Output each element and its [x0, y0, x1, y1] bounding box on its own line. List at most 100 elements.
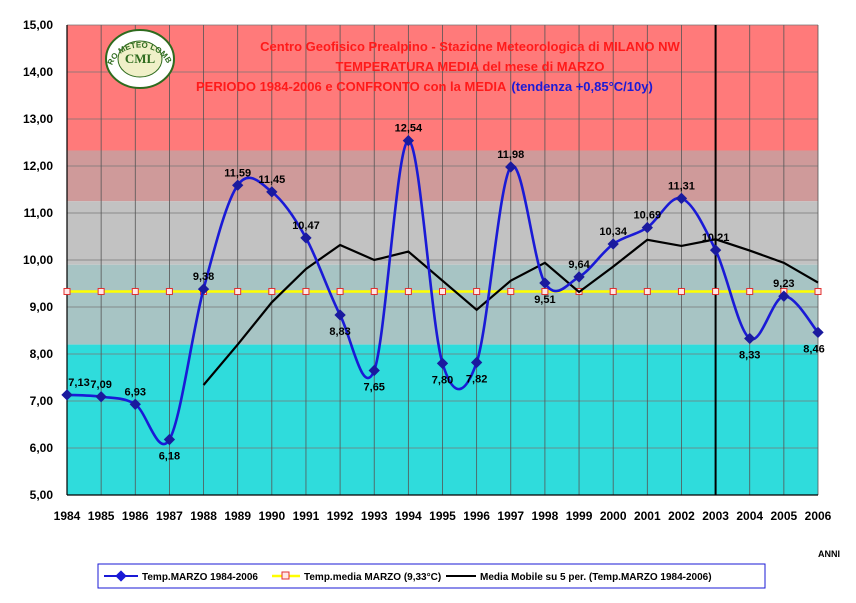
series-temperature: [61, 134, 824, 446]
data-label: 8,83: [329, 326, 350, 338]
temperature-point: [470, 356, 483, 369]
mean-marker: [609, 287, 617, 295]
legend-label-mean: Temp.media MARZO (9,33°C): [304, 572, 441, 583]
y-tick-label: 14,00: [23, 65, 53, 79]
mean-marker: [404, 287, 412, 295]
x-tick-label: 1991: [293, 509, 320, 523]
data-labels: 7,13 7,09 6,93 6,18 9,38 11,59 11,45 10,47 8,83 7…: [68, 123, 824, 463]
data-label: 11,59: [224, 167, 251, 179]
data-label: 11,31: [668, 180, 695, 192]
legend-box: [97, 563, 766, 589]
mean-marker: [473, 287, 481, 295]
mean-marker: [814, 287, 822, 295]
y-tick-label: 9,00: [30, 300, 54, 314]
temperature-point: [163, 433, 176, 446]
temperature-point: [607, 238, 619, 250]
mean-marker: [643, 287, 651, 295]
temperature-point: [334, 309, 346, 321]
legend-marker-mean: [281, 571, 290, 580]
mean-marker: [302, 287, 310, 295]
legend-label-moving-average: Media Mobile su 5 per. (Temp.MARZO 1984-…: [480, 572, 712, 583]
data-label: 6,93: [125, 386, 146, 398]
legend: Temp.MARZO 1984-2006 Temp.media MARZO (9…: [97, 563, 766, 589]
chart-title-period: PERIODO 1984-2006 e CONFRONTO con la MED…: [196, 79, 507, 94]
x-tick-label: 1984: [54, 509, 81, 523]
y-tick-label: 5,00: [30, 488, 54, 502]
logo-inner: [117, 40, 163, 78]
x-tick-label: 1999: [566, 509, 593, 523]
temperature-point: [812, 326, 824, 339]
mean-marker: [165, 287, 173, 295]
temperature-point: [744, 332, 756, 345]
mean-marker: [63, 287, 71, 295]
data-label: 7,65: [364, 381, 385, 393]
mean-marker: [336, 287, 344, 295]
x-tick-label: 2003: [702, 509, 729, 523]
mean-marker: [131, 287, 139, 295]
mean-marker: [677, 287, 685, 295]
x-tick-label: 1986: [122, 509, 149, 523]
mean-marker: [746, 287, 754, 295]
mean-marker: [370, 287, 378, 295]
data-label: 9,51: [534, 294, 555, 306]
x-tick-label: 1998: [532, 509, 559, 523]
temperature-point: [266, 186, 278, 198]
data-label: 9,23: [773, 278, 794, 290]
mean-marker: [268, 287, 276, 295]
mean-marker: [507, 287, 515, 295]
data-label: 7,82: [466, 373, 487, 385]
x-tick-label: 2000: [600, 509, 627, 523]
x-tick-label: 1995: [429, 509, 456, 523]
data-label: 10,21: [702, 232, 730, 244]
y-tick-label: 6,00: [30, 441, 54, 455]
x-tick-label: 1985: [88, 509, 115, 523]
data-label: 9,64: [568, 259, 590, 271]
chart-title-trend: (tendenza +0,85°C/10y): [511, 79, 652, 94]
x-tick-label: 1989: [224, 509, 251, 523]
x-tick-label: 1994: [395, 509, 422, 523]
x-axis-label: ANNI: [818, 549, 840, 559]
y-tick-label: 8,00: [30, 347, 54, 361]
temperature-point: [641, 221, 653, 234]
data-label: 8,46: [803, 343, 824, 355]
y-tick-label: 13,00: [23, 112, 53, 126]
data-label: 7,13: [68, 377, 89, 389]
y-tick-label: 10,00: [23, 253, 53, 267]
data-label: 7,09: [90, 379, 111, 391]
x-tick-label: 2002: [668, 509, 695, 523]
temperature-point: [300, 232, 312, 244]
temperature-point: [197, 283, 210, 295]
temperature-point: [539, 277, 551, 289]
chart-title-line-1: Centro Geofisico Prealpino - Stazione Me…: [260, 39, 680, 54]
chart-title-line-3: PERIODO 1984-2006 e CONFRONTO con la MED…: [196, 79, 653, 94]
axes: [66, 25, 818, 496]
temperature-point: [709, 244, 722, 256]
x-tick-label: 1993: [361, 509, 388, 523]
logo-mark: CML: [125, 51, 156, 66]
temperature-point: [573, 271, 585, 283]
x-tick-label: 1996: [463, 509, 490, 523]
legend-label-temp: Temp.MARZO 1984-2006: [142, 572, 258, 583]
y-tick-labels: 5,00 6,00 7,00 8,00 9,00 10,00 11,00 12,00 13,00…: [23, 18, 53, 502]
temperature-point: [778, 290, 790, 302]
data-label: 8,33: [739, 349, 760, 361]
mean-marker: [439, 287, 446, 295]
chart-title-line-2: TEMPERATURA MEDIA del mese di MARZO: [336, 59, 605, 74]
data-label: 6,18: [159, 451, 180, 463]
temperature-point: [129, 398, 141, 410]
data-label: 11,45: [258, 174, 285, 186]
moving-average-line: [202, 238, 819, 386]
x-tick-labels: 1984 1985 1986 1987 1988 1989 1990 1991 1992 1993…: [54, 509, 832, 523]
data-label: 10,47: [292, 220, 320, 232]
y-tick-label: 11,00: [24, 206, 54, 220]
data-label: 10,34: [599, 226, 627, 238]
x-tick-label: 1997: [497, 509, 524, 523]
legend-item-moving-average: Media Mobile su 5 per. (Temp.MARZO 1984-…: [446, 572, 712, 583]
x-tick-label: 2004: [736, 509, 763, 523]
temperature-point: [368, 364, 380, 377]
legend-item-mean: Temp.media MARZO (9,33°C): [272, 571, 441, 583]
data-label: 10,69: [634, 210, 662, 222]
temperature-point: [232, 179, 244, 191]
x-tick-label: 2001: [634, 509, 661, 523]
